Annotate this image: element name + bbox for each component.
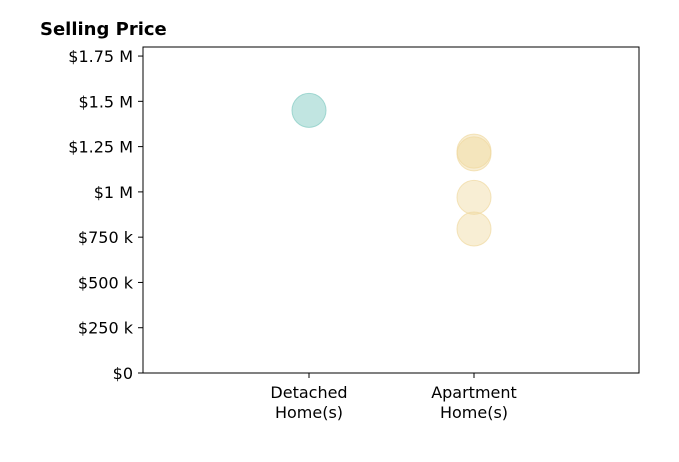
data-point: [291, 92, 327, 128]
x-tick-label-line: Detached: [270, 383, 347, 402]
plot-area: [142, 46, 640, 374]
x-axis: Detached Home(s)Apartment Home(s): [270, 373, 517, 422]
data-point: [456, 136, 492, 172]
x-tick-label: Detached Home(s): [270, 383, 347, 422]
y-tick-label: $1.25 M: [68, 138, 133, 157]
y-axis: $0 $250 k $500 k $750 k $1 M $1.25 M $1.5 M $1.…: [68, 47, 143, 383]
x-tick-label-line: Home(s): [275, 403, 343, 422]
y-tick-label: $1.75 M: [68, 47, 133, 66]
x-tick-label-line: Home(s): [440, 403, 508, 422]
points-layer: [291, 92, 492, 247]
y-tick-label: $1 M: [94, 183, 133, 202]
plot-frame: [142, 46, 640, 374]
y-tick-label: $500 k: [78, 273, 134, 292]
data-point: [456, 211, 492, 247]
y-tick-label: $0: [113, 364, 133, 383]
chart-title: Selling Price: [40, 19, 167, 40]
y-tick-label: $1.5 M: [78, 92, 133, 111]
x-tick-label-line: Apartment: [431, 383, 517, 402]
x-tick-label: Apartment Home(s): [431, 383, 517, 422]
y-tick-label: $750 k: [78, 228, 134, 247]
data-point: [456, 179, 492, 215]
y-tick-label: $250 k: [78, 319, 134, 338]
